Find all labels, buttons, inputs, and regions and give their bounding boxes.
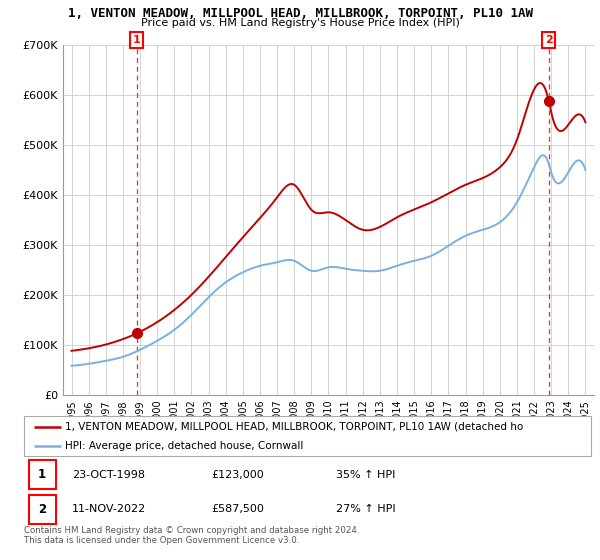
Text: This data is licensed under the Open Government Licence v3.0.: This data is licensed under the Open Gov…	[24, 536, 299, 545]
Text: 1, VENTON MEADOW, MILLPOOL HEAD, MILLBROOK, TORPOINT, PL10 1AW: 1, VENTON MEADOW, MILLPOOL HEAD, MILLBRO…	[67, 7, 533, 20]
Text: 35% ↑ HPI: 35% ↑ HPI	[336, 470, 395, 480]
Text: 1, VENTON MEADOW, MILLPOOL HEAD, MILLBROOK, TORPOINT, PL10 1AW (detached ho: 1, VENTON MEADOW, MILLPOOL HEAD, MILLBRO…	[65, 422, 523, 432]
Text: £123,000: £123,000	[211, 470, 264, 480]
Text: £587,500: £587,500	[211, 505, 264, 515]
Text: Price paid vs. HM Land Registry's House Price Index (HPI): Price paid vs. HM Land Registry's House …	[140, 18, 460, 28]
Text: Contains HM Land Registry data © Crown copyright and database right 2024.: Contains HM Land Registry data © Crown c…	[24, 526, 359, 535]
Text: 1: 1	[133, 35, 141, 45]
Text: 11-NOV-2022: 11-NOV-2022	[72, 505, 146, 515]
Text: 2: 2	[38, 503, 46, 516]
Text: 27% ↑ HPI: 27% ↑ HPI	[336, 505, 395, 515]
Text: 23-OCT-1998: 23-OCT-1998	[72, 470, 145, 480]
Bar	[29, 495, 56, 524]
Text: HPI: Average price, detached house, Cornwall: HPI: Average price, detached house, Corn…	[65, 441, 303, 450]
Text: 2: 2	[545, 35, 553, 45]
Bar	[29, 460, 56, 489]
Text: 1: 1	[38, 468, 46, 481]
